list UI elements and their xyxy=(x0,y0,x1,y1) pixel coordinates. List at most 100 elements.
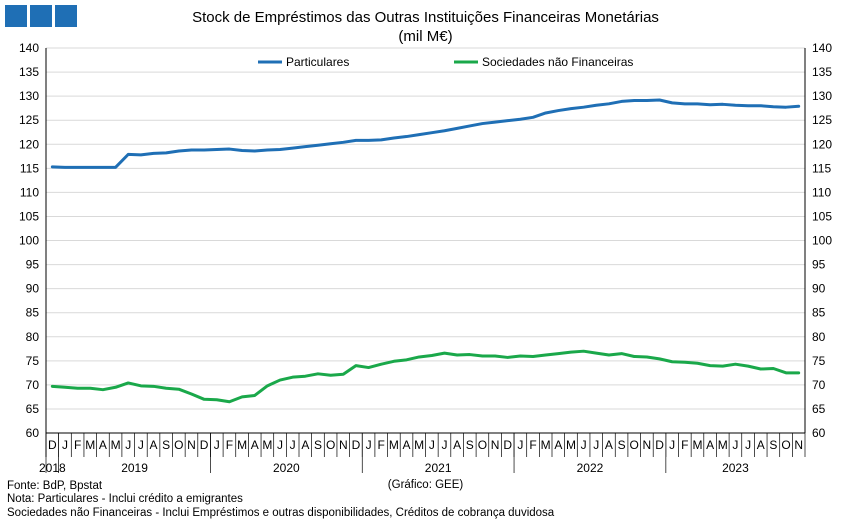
x-tick-label-month: O xyxy=(478,438,487,452)
x-tick-label-month: S xyxy=(314,438,322,452)
gee-logo xyxy=(5,5,77,27)
y-tick-label-right: 60 xyxy=(812,426,826,440)
x-tick-label-month: A xyxy=(301,438,309,452)
chart-title: Stock de Empréstimos das Outras Institui… xyxy=(192,9,659,26)
x-tick-label-month: O xyxy=(174,438,183,452)
x-tick-label-month: O xyxy=(630,438,639,452)
y-tick-label-left: 140 xyxy=(19,41,39,55)
y-tick-label-left: 90 xyxy=(26,282,40,296)
x-tick-label-month: M xyxy=(237,438,247,452)
y-tick-label-left: 125 xyxy=(19,113,39,127)
y-tick-label-right: 90 xyxy=(812,282,826,296)
x-tick-label-month: J xyxy=(581,438,587,452)
y-tick-label-right: 100 xyxy=(812,234,832,248)
x-tick-label-month: A xyxy=(605,438,613,452)
x-tick-label-month: J xyxy=(669,438,675,452)
x-tick-label-month: J xyxy=(125,438,131,452)
series-line-sociedades xyxy=(50,349,801,404)
x-tick-label-month: D xyxy=(655,438,664,452)
x-tick-label-month: N xyxy=(794,438,803,452)
x-tick-label-month: J xyxy=(517,438,523,452)
chart-subtitle: (mil M€) xyxy=(398,28,453,45)
x-tick-label-month: N xyxy=(643,438,652,452)
y-tick-label-right: 115 xyxy=(812,161,831,175)
x-tick-label-month: S xyxy=(162,438,170,452)
y-tick-label-left: 135 xyxy=(19,65,39,79)
x-tick-label-month: N xyxy=(339,438,348,452)
x-tick-label-year: 2019 xyxy=(121,461,148,475)
y-tick-label-right: 140 xyxy=(812,41,832,55)
x-tick-label-month: F xyxy=(681,438,688,452)
y-tick-label-left: 60 xyxy=(26,426,40,440)
x-tick-label-month: J xyxy=(441,438,447,452)
x-tick-label-year: 2021 xyxy=(425,461,452,475)
x-tick-label-month: F xyxy=(529,438,536,452)
y-tick-label-left: 130 xyxy=(19,89,39,103)
x-tick-label-month: J xyxy=(277,438,283,452)
x-tick-label-month: M xyxy=(389,438,399,452)
y-tick-label-right: 120 xyxy=(812,137,832,151)
x-tick-label-month: D xyxy=(352,438,361,452)
x-tick-label-month: M xyxy=(692,438,702,452)
x-tick-label-year: 2023 xyxy=(722,461,749,475)
source-note: Fonte: BdP, Bpstat xyxy=(7,480,103,492)
legend-label-particulares: Particulares xyxy=(286,55,349,69)
x-tick-label-month: J xyxy=(745,438,751,452)
y-tick-label-right: 70 xyxy=(812,378,826,392)
x-tick-label-month: A xyxy=(453,438,461,452)
x-tick-label-month: J xyxy=(214,438,220,452)
x-tick-label-month: S xyxy=(618,438,626,452)
x-tick-label-month: A xyxy=(757,438,765,452)
x-tick-label-month: M xyxy=(111,438,121,452)
x-tick-label-month: A xyxy=(554,438,562,452)
x-tick-label-month: J xyxy=(593,438,599,452)
logo-square-2 xyxy=(30,5,52,27)
x-tick-label-month: M xyxy=(541,438,551,452)
y-tick-label-left: 75 xyxy=(26,354,40,368)
logo-square-3 xyxy=(55,5,77,27)
x-tick-label-month: F xyxy=(378,438,385,452)
x-tick-label-month: D xyxy=(503,438,512,452)
y-tick-label-left: 65 xyxy=(26,402,40,416)
x-tick-label-month: O xyxy=(781,438,790,452)
x-tick-label-year: 2022 xyxy=(577,461,604,475)
x-tick-label-month: F xyxy=(226,438,233,452)
x-tick-label-year: 2020 xyxy=(273,461,300,475)
y-tick-label-left: 105 xyxy=(19,209,39,223)
note-sociedades: Sociedades não Financeiras - Inclui Empr… xyxy=(7,507,555,519)
y-tick-label-right: 75 xyxy=(812,354,826,368)
y-tick-label-left: 85 xyxy=(26,306,40,320)
x-tick-label-month: M xyxy=(566,438,576,452)
y-tick-label-right: 65 xyxy=(812,402,826,416)
x-tick-label-month: O xyxy=(326,438,335,452)
x-tick-label-year: 2018 xyxy=(39,461,66,475)
x-tick-label-month: J xyxy=(138,438,144,452)
y-tick-label-right: 125 xyxy=(812,113,832,127)
x-tick-label-month: M xyxy=(414,438,424,452)
x-tick-label-month: M xyxy=(85,438,95,452)
note-particulares: Nota: Particulares - Inclui crédito a em… xyxy=(7,493,243,505)
y-tick-label-left: 100 xyxy=(19,234,39,248)
x-tick-label-month: N xyxy=(491,438,500,452)
y-tick-label-right: 130 xyxy=(812,89,832,103)
x-tick-label-month: A xyxy=(706,438,714,452)
y-tick-label-left: 95 xyxy=(26,258,40,272)
y-tick-label-left: 80 xyxy=(26,330,40,344)
legend-label-sociedades: Sociedades não Financeiras xyxy=(482,55,633,69)
x-tick-label-month: A xyxy=(403,438,411,452)
y-tick-label-left: 70 xyxy=(26,378,40,392)
x-tick-label-month: S xyxy=(466,438,474,452)
y-tick-label-left: 110 xyxy=(20,185,39,199)
y-tick-label-right: 95 xyxy=(812,258,826,272)
x-tick-label-month: F xyxy=(74,438,81,452)
x-tick-label-month: S xyxy=(769,438,777,452)
x-tick-label-month: M xyxy=(262,438,272,452)
x-tick-label-month: D xyxy=(48,438,57,452)
x-tick-label-month: N xyxy=(187,438,196,452)
y-tick-label-right: 135 xyxy=(812,65,832,79)
y-tick-label-left: 115 xyxy=(20,161,39,175)
y-tick-label-right: 85 xyxy=(812,306,826,320)
x-tick-label-month: J xyxy=(429,438,435,452)
x-tick-label-month: J xyxy=(366,438,372,452)
